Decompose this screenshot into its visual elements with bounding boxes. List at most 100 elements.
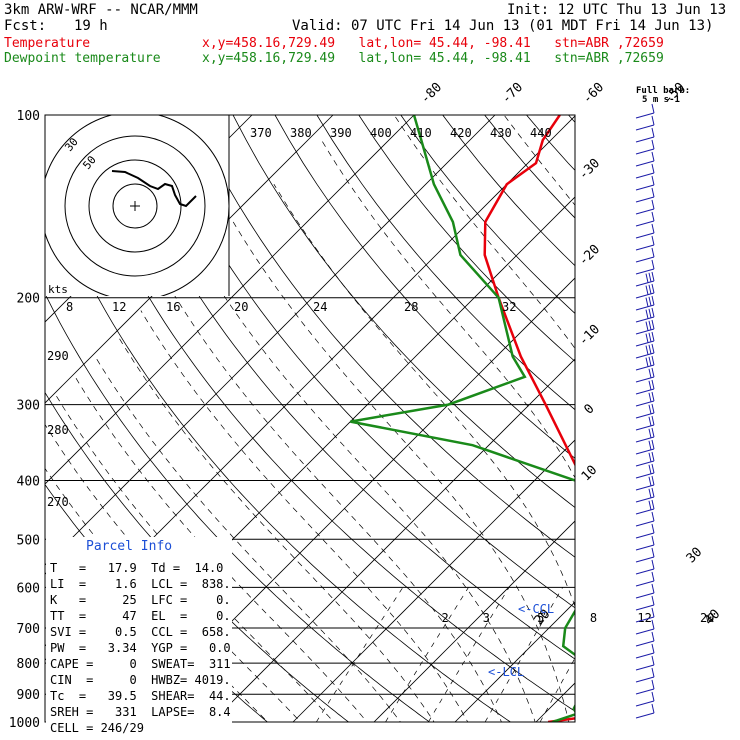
wind-barb <box>635 427 655 443</box>
wind-barb-staff <box>635 376 655 383</box>
wind-barb <box>635 607 655 623</box>
parcel-row: K = 25 LFC = 0. <box>50 593 231 607</box>
dry-adiabat-line <box>736 115 740 735</box>
hodograph-trace <box>111 170 197 208</box>
lcl-annotation: <-LCL <box>488 665 524 679</box>
wind-barb-staff <box>635 136 655 143</box>
wind-barb-flag <box>648 476 652 486</box>
wind-barb-flag <box>651 283 655 294</box>
mixing-ratio-line <box>626 587 695 722</box>
barb-legend-line1: Full barb: <box>636 86 691 96</box>
wind-barb-flag <box>645 357 649 367</box>
isotherm-label: -80 <box>418 80 445 107</box>
wind-barb-flag <box>648 344 652 354</box>
parcel-row: T = 17.9 Td = 14.0 <box>50 561 224 575</box>
theta-e-label: 380 <box>290 126 312 140</box>
dry-adiabat-line <box>274 115 575 459</box>
wind-barb <box>635 487 655 503</box>
wind-barb <box>635 187 655 203</box>
wind-barb <box>635 235 655 251</box>
mixing-ratio-label: 12 <box>637 611 651 625</box>
isotherm-label: -70 <box>499 80 526 107</box>
isotherm-label: -30 <box>576 156 603 183</box>
temperature-profile <box>483 115 575 722</box>
parcel-row: LI = 1.6 LCL = 838. <box>50 577 231 591</box>
wind-barb-staff <box>635 616 655 623</box>
wind-barb-flag <box>645 297 649 307</box>
moist-adiabat-line <box>140 310 469 722</box>
wind-barb-staff <box>635 352 655 359</box>
isotherm-line <box>698 115 740 722</box>
isotherm-line <box>45 115 415 485</box>
moist-adiabat-line <box>393 115 575 350</box>
wind-barb <box>635 283 655 299</box>
wind-barb-staff <box>635 652 655 659</box>
theta-label: 280 <box>47 423 69 437</box>
dry-adiabat-line <box>442 115 575 267</box>
dry-adiabat-line <box>106 115 575 660</box>
wind-barb-flag <box>651 427 655 438</box>
wind-barb-flag <box>651 379 655 390</box>
hodograph-ring <box>112 183 158 229</box>
wind-barb-flag <box>651 559 655 570</box>
wind-barb <box>635 523 655 539</box>
mixing-ratio-label: 20 <box>700 611 714 625</box>
wind-barb-flag <box>651 415 655 426</box>
wind-barb-staff <box>635 712 655 719</box>
dry-adiabat-line <box>358 115 575 362</box>
wind-barb-flag <box>651 403 655 414</box>
wind-barb-staff <box>635 508 655 515</box>
wind-barb-staff <box>635 112 655 119</box>
isotherms <box>45 115 740 722</box>
dry-adiabat-line <box>148 115 575 609</box>
wind-barb-staff <box>635 568 655 575</box>
wind-barb-staff <box>635 400 655 407</box>
pressure-tick-label: 600 <box>17 581 40 596</box>
wind-barb-staff <box>635 148 655 155</box>
wind-barb-staff <box>635 496 655 503</box>
wind-barb-flag <box>648 500 652 510</box>
mixing-ratio-line <box>428 587 510 722</box>
wind-barb-flag <box>648 440 652 450</box>
wind-barb-flag <box>651 199 655 210</box>
wind-barb-staff <box>635 340 655 347</box>
wind-barb <box>635 643 655 659</box>
wind-barb-staff <box>635 700 655 707</box>
wind-barb-staff <box>635 388 655 395</box>
wind-barb-flag <box>651 691 655 702</box>
wind-barb-flag <box>651 511 655 522</box>
temperature-label: Temperature <box>4 36 91 51</box>
dry-adiabats <box>45 115 740 735</box>
ccl-annotation: <-CCL <box>518 602 554 616</box>
wind-barb <box>635 571 655 587</box>
isotherm-line <box>45 115 496 566</box>
theta-e-label: 410 <box>410 126 432 140</box>
theta-e-label: 390 <box>330 126 352 140</box>
wind-barb-flag <box>645 273 649 283</box>
wind-barb-flag <box>648 488 652 498</box>
wind-barb <box>635 511 655 527</box>
wind-barb-flag <box>651 295 655 306</box>
wind-barb-flag <box>645 309 649 319</box>
dry-adiabat-line <box>64 115 575 712</box>
wind-barb-flag <box>648 320 652 330</box>
theta-e-label: 430 <box>490 126 512 140</box>
dry-adiabat-line <box>190 115 575 558</box>
wind-barb <box>635 223 655 239</box>
wind-barb-flag <box>651 391 655 402</box>
pressure-tick-label: 100 <box>17 109 40 124</box>
wind-barb-flag <box>648 392 652 402</box>
wind-barb <box>635 295 655 311</box>
dry-adiabat-line <box>232 115 575 509</box>
parcel-info-panel: Parcel Info T = 17.9 Td = 14.0 LI = 1.6 … <box>46 537 232 735</box>
dewpoint-label: Dewpoint temperature <box>4 51 161 66</box>
wind-barb <box>635 451 655 467</box>
wind-barb-flag <box>651 247 655 258</box>
isotherm-line <box>454 601 575 722</box>
wind-barb-flag <box>651 619 655 630</box>
wind-barb <box>635 547 655 563</box>
hodograph-ring <box>88 159 182 253</box>
wind-barb-flag <box>651 439 655 450</box>
fcst-value: 19 h <box>74 18 108 34</box>
